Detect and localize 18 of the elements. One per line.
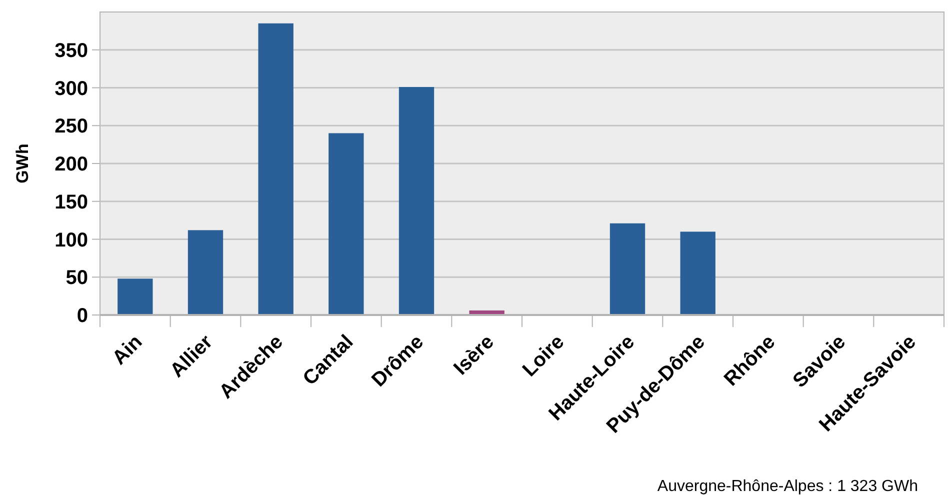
y-tick-label: 200 <box>54 154 88 176</box>
y-tick-label: 250 <box>54 116 88 138</box>
y-tick-label: 50 <box>66 267 88 290</box>
x-tick-label: Ain <box>108 330 147 370</box>
y-tick-label: 100 <box>54 229 88 252</box>
y-tick-label: 150 <box>54 191 88 214</box>
y-axis-title: GWh <box>13 144 32 184</box>
y-tick-label: 0 <box>76 305 88 327</box>
bar <box>610 223 646 315</box>
bar <box>258 23 294 315</box>
y-tick-label: 350 <box>54 40 88 62</box>
text: Auvergne-Rhône-Alpes : 1 323 GWh <box>657 478 918 495</box>
bar <box>188 230 224 315</box>
bar <box>328 133 364 315</box>
y-tick-label: 300 <box>54 78 88 100</box>
bar <box>398 86 434 315</box>
bar <box>680 232 716 315</box>
bar <box>118 278 153 315</box>
